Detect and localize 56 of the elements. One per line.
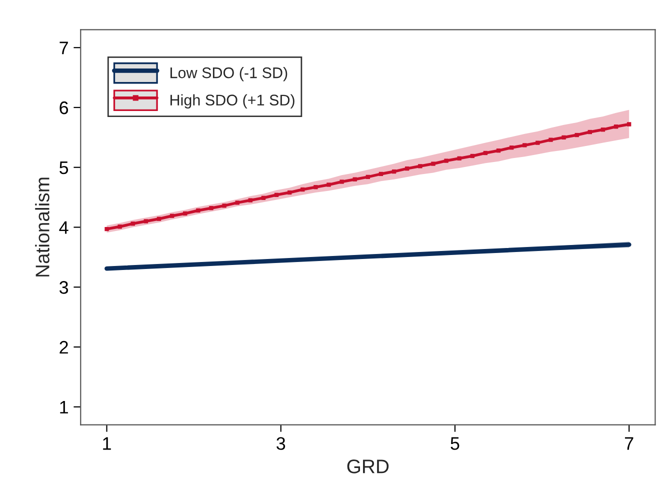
legend-label: High SDO (+1 SD) [170,94,294,109]
point [536,140,540,145]
point [392,169,396,174]
point [170,214,174,218]
point [627,122,632,126]
point [418,164,422,168]
point [118,224,122,229]
point [352,177,357,182]
point [405,166,410,171]
point [600,128,606,132]
y-axis-title: Nationalism [35,178,50,276]
point [248,198,252,202]
point [261,196,266,200]
point [314,185,318,190]
y-tick-label: 7 [60,42,68,54]
point [562,135,566,140]
point [156,216,162,221]
x-tick-label: 3 [276,437,286,450]
point [614,124,618,129]
point [522,143,527,148]
point [509,146,514,150]
x-tick-label: 5 [450,437,460,450]
point [457,156,462,160]
point [366,174,370,180]
point [340,180,344,184]
y-tick-label: 6 [60,101,68,114]
point [104,226,109,232]
point [300,187,305,192]
point [287,190,292,195]
point [483,150,488,156]
point [222,204,226,208]
y-tick-label: 2 [60,340,68,354]
point [588,130,592,134]
y-tick-label: 3 [59,281,68,294]
point [183,211,188,216]
y-tick-label: 5 [60,161,68,174]
point [235,200,240,205]
x-tick-label: 1 [103,437,111,450]
point [470,154,474,158]
point [444,158,448,163]
point [378,172,384,176]
y-tick-label: 4 [59,221,68,234]
point [130,222,135,226]
point [209,206,214,210]
x-tick-label: 7 [624,437,634,450]
point [196,208,200,213]
point [548,138,553,142]
point [274,192,279,197]
y-tick-label: 1 [60,400,68,414]
point [144,219,148,224]
point [326,182,331,187]
x-axis-title: GRD [347,460,389,474]
point [574,132,579,138]
legend-label: Low SDO (-1 SD) [170,67,288,82]
point [496,148,501,153]
point [431,162,436,166]
